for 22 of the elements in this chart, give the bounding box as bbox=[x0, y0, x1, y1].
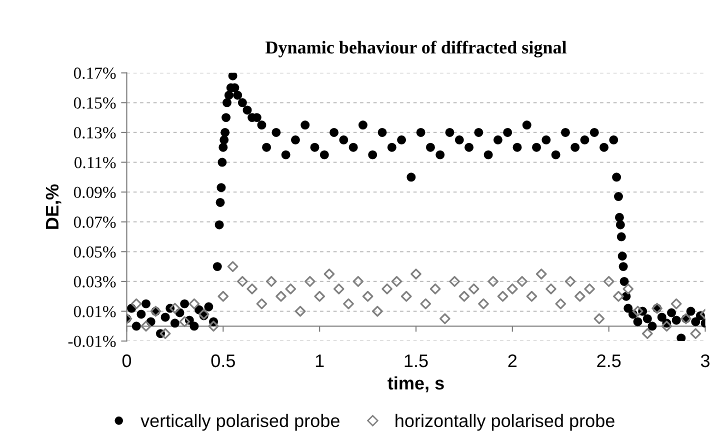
x-tick-label: 0 bbox=[122, 354, 132, 368]
legend-label: horizontally polarised probe bbox=[396, 414, 614, 431]
x-tick-label: 1 bbox=[316, 354, 324, 368]
chart-title: Dynamic behaviour of diffracted signal bbox=[266, 40, 566, 58]
legend-label: vertically polarised probe bbox=[140, 414, 340, 431]
y-tick-label: 0.17% bbox=[74, 68, 116, 79]
y-tick-label: -0.01% bbox=[68, 336, 116, 348]
x-axis-title: time, s bbox=[388, 376, 444, 392]
y-tick-label: 0.05% bbox=[74, 246, 116, 258]
x-tick-label: 2.5 bbox=[597, 354, 621, 368]
y-tick-label: 0.03% bbox=[74, 276, 116, 288]
y-tick-label: 0.11% bbox=[74, 156, 116, 168]
y-tick-label: 0.07% bbox=[74, 216, 116, 228]
y-tick-label: 0.01% bbox=[74, 306, 116, 318]
y-tick-label: 0.09% bbox=[74, 186, 116, 198]
x-tick-label: 2 bbox=[508, 354, 517, 368]
y-tick-label: 0.15% bbox=[74, 97, 116, 109]
x-tick-label: 0.5 bbox=[211, 354, 235, 368]
x-tick-label: 3 bbox=[700, 354, 710, 368]
y-tick-label: 0.13% bbox=[74, 127, 116, 138]
y-axis-title: DE,% bbox=[46, 184, 62, 229]
x-tick-label: 1.5 bbox=[404, 354, 428, 368]
